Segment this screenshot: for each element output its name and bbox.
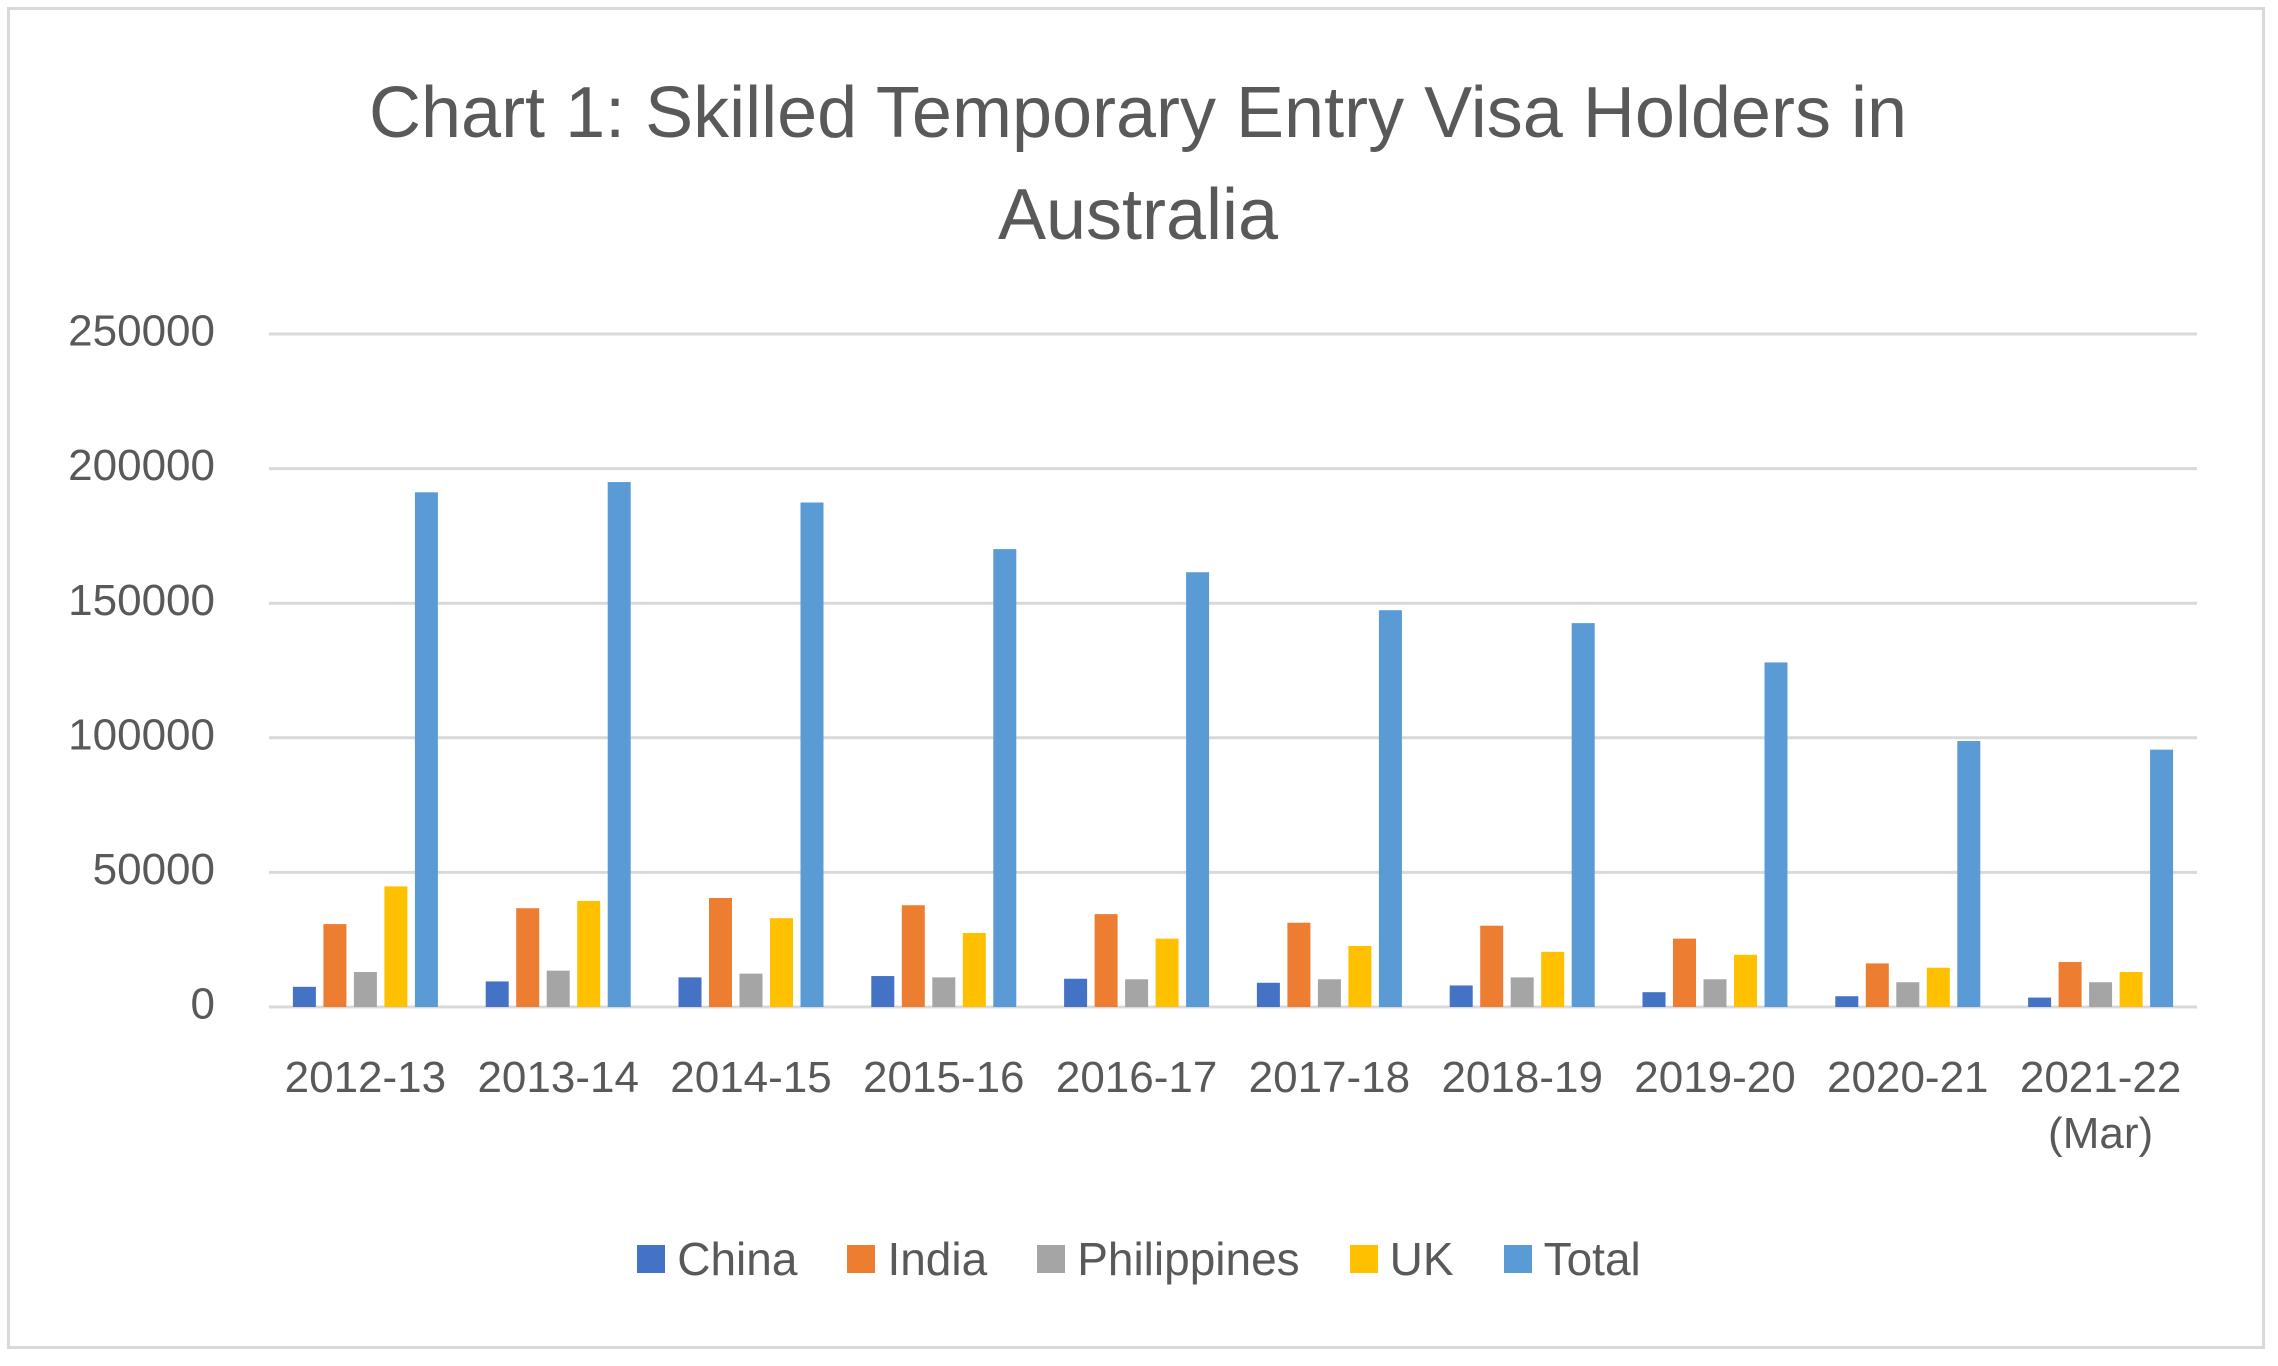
bar [770, 918, 793, 1007]
legend-label: UK [1389, 1233, 1454, 1285]
bar [709, 897, 732, 1007]
bar [962, 932, 986, 1007]
bar [1764, 662, 1788, 1007]
y-tick-label: 100000 [68, 710, 215, 759]
x-tick-label: 2020-21 [1827, 1053, 1989, 1102]
y-tick-label: 200000 [68, 441, 215, 490]
legend-label: India [887, 1233, 988, 1285]
x-tick-label: 2013-14 [477, 1053, 639, 1102]
bar [1287, 922, 1311, 1007]
bar [516, 908, 540, 1007]
bar [901, 905, 925, 1007]
bar [1317, 979, 1341, 1007]
legend-swatch [1503, 1245, 1532, 1273]
bar [1703, 979, 1727, 1007]
bar [1642, 992, 1666, 1007]
bar [871, 976, 895, 1007]
chart-title: Chart 1: Skilled Temporary Entry Visa Ho… [369, 73, 1907, 255]
y-tick-label: 150000 [68, 576, 215, 625]
bar [993, 549, 1017, 1007]
x-tick-label: 2017-18 [1248, 1053, 1411, 1102]
bar [485, 981, 509, 1007]
legend-swatch [637, 1245, 666, 1273]
bar [1926, 967, 1950, 1007]
bar [1094, 914, 1118, 1007]
bar [1449, 985, 1473, 1007]
bar [292, 986, 316, 1007]
bar [2058, 962, 2082, 1007]
bar [932, 977, 956, 1007]
bar [546, 970, 570, 1007]
bar [1734, 954, 1757, 1007]
x-tick-label: 2015-16 [863, 1053, 1025, 1102]
legend-item: Philippines [1037, 1232, 1300, 1286]
bar [1155, 938, 1179, 1007]
bar [800, 502, 824, 1007]
legend-label: Philippines [1077, 1233, 1300, 1285]
x-tick-label: 2018-19 [1441, 1053, 1603, 1102]
bar [1186, 572, 1210, 1007]
bar [1835, 996, 1859, 1007]
legend-item: UK [1349, 1232, 1454, 1286]
legend-item: India [847, 1232, 987, 1286]
bar [1571, 623, 1595, 1007]
legend-label: Total [1543, 1233, 1641, 1285]
legend-label: China [677, 1233, 798, 1285]
bar [678, 977, 702, 1007]
bar [1896, 982, 1920, 1007]
bar [1348, 945, 1372, 1007]
legend-swatch [847, 1245, 876, 1273]
bar [2119, 972, 2143, 1007]
bar [2150, 749, 2174, 1007]
legend-item: China [637, 1232, 797, 1286]
bar [353, 972, 377, 1007]
y-tick-label: 250000 [68, 307, 215, 356]
bar [1125, 979, 1149, 1007]
x-tick-label: 2016-17 [1055, 1053, 1218, 1102]
y-tick-label: 50000 [93, 845, 215, 894]
bar [739, 973, 763, 1007]
bar [1865, 963, 1889, 1007]
y-tick-label: 0 [191, 980, 215, 1029]
bar [384, 886, 408, 1007]
bar [577, 900, 601, 1007]
x-tick-label: 2012-13 [284, 1053, 447, 1102]
bar [1378, 610, 1402, 1007]
bar [1673, 938, 1696, 1007]
bar [2028, 997, 2052, 1007]
bar [1957, 741, 1981, 1007]
legend-swatch [1037, 1245, 1066, 1273]
bar [1256, 982, 1280, 1007]
legend-item: Total [1503, 1232, 1641, 1286]
bar [1064, 978, 1088, 1007]
bar [323, 924, 347, 1007]
bar [1480, 925, 1504, 1007]
bar [414, 492, 438, 1007]
x-tick-label: 2014-15 [670, 1053, 832, 1102]
bar [1541, 951, 1565, 1007]
bar [607, 482, 631, 1007]
legend-swatch [1349, 1245, 1378, 1273]
bar [2089, 982, 2113, 1007]
chart-frame [7, 7, 2265, 1349]
legend: China India Philippines UK Total [0, 1232, 2278, 1286]
x-tick-label: 2021-22 (Mar) [2019, 1053, 2182, 1158]
x-tick-label: 2019-20 [1634, 1053, 1796, 1102]
bar [1510, 977, 1534, 1007]
